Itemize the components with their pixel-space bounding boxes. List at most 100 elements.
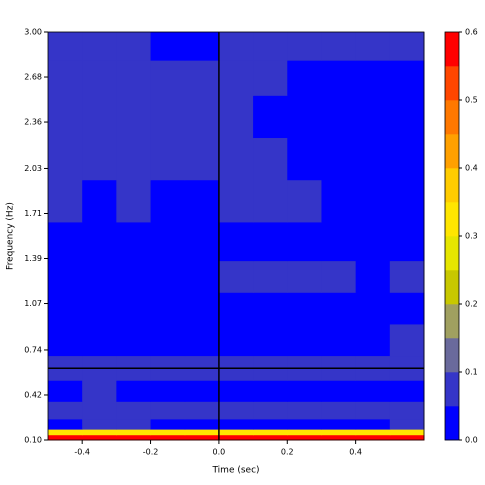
- heat-cell: [116, 95, 152, 139]
- heat-cell: [48, 221, 83, 262]
- heat-cell: [321, 292, 357, 325]
- heat-cell: [48, 179, 83, 223]
- heat-cell: [321, 401, 357, 420]
- heat-cell: [287, 380, 322, 402]
- heat-cell: [82, 292, 117, 325]
- heat-cell: [82, 429, 117, 436]
- heat-cell: [150, 292, 186, 325]
- heat-cell: [184, 292, 220, 325]
- heat-cell: [389, 60, 425, 96]
- heat-cell: [287, 292, 322, 325]
- heat-cell: [150, 434, 186, 441]
- heat-cell: [184, 137, 220, 181]
- colorbar-band: [445, 304, 459, 339]
- heat-cell: [48, 380, 83, 402]
- heat-cell: [184, 95, 220, 139]
- heat-cell: [150, 380, 186, 402]
- heat-cell: [287, 323, 322, 357]
- heat-cell: [355, 32, 391, 61]
- y-tick-label: 3.00: [24, 28, 42, 37]
- heat-cell: [116, 32, 152, 61]
- heat-cell: [82, 137, 117, 181]
- heat-cell: [287, 434, 322, 441]
- heat-cell: [321, 429, 357, 436]
- heat-cell: [253, 221, 288, 262]
- heat-cell: [287, 429, 322, 436]
- colorbar-band: [445, 168, 459, 203]
- heat-cell: [48, 137, 83, 181]
- heat-cell: [48, 434, 83, 441]
- heat-cell: [82, 401, 117, 420]
- heat-cell: [218, 221, 254, 262]
- heat-cell: [218, 323, 254, 357]
- heat-cell: [287, 221, 322, 262]
- colorbar-band: [445, 66, 459, 101]
- heat-cell: [150, 221, 186, 262]
- colorbar-tick-label: 0.5: [465, 96, 478, 105]
- heat-cell: [116, 292, 152, 325]
- heat-cell: [355, 179, 391, 223]
- heat-cell: [184, 32, 220, 61]
- heat-cell: [82, 323, 117, 357]
- heat-cell: [82, 434, 117, 441]
- heat-cell: [184, 434, 220, 441]
- heat-cell: [355, 380, 391, 402]
- heat-cell: [116, 179, 152, 223]
- colorbar-band: [445, 32, 459, 67]
- x-tick-label: -0.2: [143, 448, 159, 457]
- heat-cell: [82, 95, 117, 139]
- heat-cell: [82, 32, 117, 61]
- heat-cell: [355, 292, 391, 325]
- heat-cell: [116, 418, 152, 430]
- colorbar-band: [445, 270, 459, 305]
- heat-cell: [355, 418, 391, 430]
- heat-cell: [82, 418, 117, 430]
- heat-cell: [48, 95, 83, 139]
- heat-cell: [389, 323, 425, 357]
- heat-cell: [355, 60, 391, 96]
- colorbar-tick-label: 0.1: [465, 368, 478, 377]
- heat-cell: [184, 323, 220, 357]
- heat-cell: [389, 137, 425, 181]
- heat-cell: [48, 429, 83, 436]
- heat-cell: [116, 434, 152, 441]
- heat-cell: [287, 401, 322, 420]
- y-tick-label: 0.42: [24, 390, 42, 399]
- heat-cell: [389, 429, 425, 436]
- heat-cell: [355, 221, 391, 262]
- heat-cell: [389, 401, 425, 420]
- heat-cell: [218, 137, 254, 181]
- heat-cell: [253, 429, 288, 436]
- colorbar-tick-label: 0.2: [465, 300, 478, 309]
- heat-cell: [321, 260, 357, 293]
- colorbar-band: [445, 338, 459, 373]
- heat-cell: [321, 418, 357, 430]
- heat-cell: [389, 221, 425, 262]
- heat-cell: [389, 95, 425, 139]
- heat-cell: [184, 179, 220, 223]
- colorbar-band: [445, 406, 459, 441]
- heat-cell: [48, 292, 83, 325]
- heat-cell: [116, 260, 152, 293]
- plot-frame: [47, 31, 425, 441]
- heat-cell: [253, 137, 288, 181]
- heat-cell: [218, 418, 254, 430]
- heat-cell: [253, 292, 288, 325]
- y-tick-label: 0.74: [24, 345, 42, 354]
- heat-cell: [184, 60, 220, 96]
- heat-cell: [287, 32, 322, 61]
- heat-cell: [116, 401, 152, 420]
- heat-cell: [321, 221, 357, 262]
- heat-cell: [150, 60, 186, 96]
- heat-cell: [150, 401, 186, 420]
- heat-cell: [287, 60, 322, 96]
- heat-cell: [389, 32, 425, 61]
- heat-cell: [184, 418, 220, 430]
- heat-cell: [82, 380, 117, 402]
- y-axis-label: Frequency (Hz): [6, 202, 16, 270]
- x-tick-label: 0.2: [281, 448, 294, 457]
- heat-cell: [82, 179, 117, 223]
- heat-cell: [389, 418, 425, 430]
- heat-cell: [253, 418, 288, 430]
